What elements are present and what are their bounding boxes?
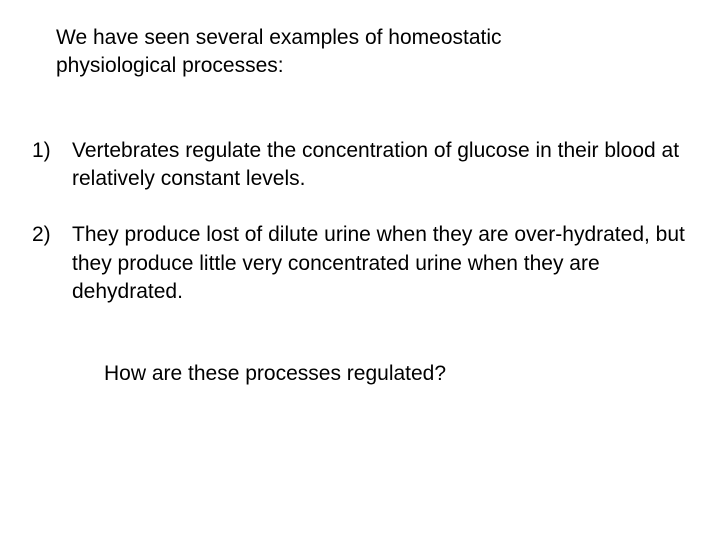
list-item-text: They produce lost of dilute urine when t… [72, 223, 685, 303]
closing-question: How are these processes regulated? [104, 362, 688, 386]
example-list: 1) Vertebrates regulate the concentratio… [32, 137, 688, 307]
list-item: 1) Vertebrates regulate the concentratio… [32, 137, 688, 194]
intro-text: We have seen several examples of homeost… [56, 24, 616, 81]
list-item-number: 1) [32, 137, 51, 165]
list-item-number: 2) [32, 221, 51, 249]
list-item-text: Vertebrates regulate the concentration o… [72, 139, 679, 190]
list-item: 2) They produce lost of dilute urine whe… [32, 221, 688, 306]
slide-container: We have seen several examples of homeost… [0, 0, 720, 386]
